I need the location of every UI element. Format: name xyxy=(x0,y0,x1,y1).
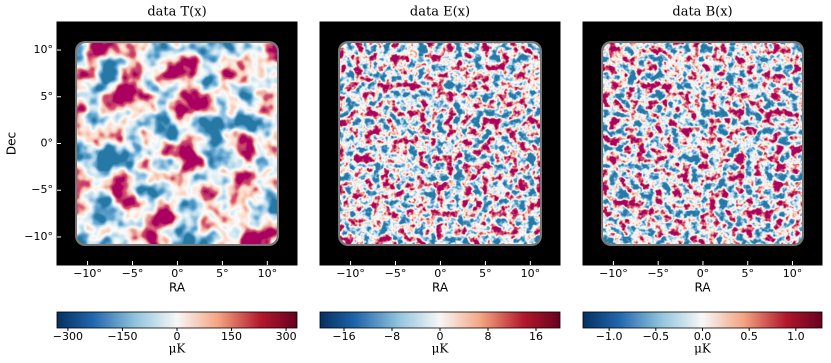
panel: data T(x) −10° −5° 0° 5° 10° RA −10° −5° 0° 5° 10° D… xyxy=(5,5,298,356)
y-tick-label: 10° xyxy=(34,43,54,56)
x-axis-label: RA xyxy=(694,281,711,295)
chart-title: data T(x) xyxy=(147,5,206,20)
x-tick-label: 0° xyxy=(697,267,710,280)
y-tick-label: −10° xyxy=(24,230,53,243)
x-tick-label: −5° xyxy=(385,267,407,280)
x-tick-label: 0° xyxy=(171,267,184,280)
colorbar-tick-label: −0.5 xyxy=(642,330,669,343)
x-tick-label: −10° xyxy=(73,267,102,280)
x-tick-label: −10° xyxy=(336,267,365,280)
colorbar-tick-label: −1.0 xyxy=(596,330,623,343)
y-axis-label: Dec xyxy=(5,132,19,155)
colorbar-tick-label: −16 xyxy=(332,330,355,343)
colorbar-label: μK xyxy=(432,342,450,356)
colorbar-tick-label: 0 xyxy=(174,330,181,343)
colorbar-tick-label: −150 xyxy=(107,330,137,343)
y-tick-label: 0° xyxy=(41,137,54,150)
x-tick-label: 5° xyxy=(741,267,754,280)
x-tick-label: 5° xyxy=(479,267,492,280)
colorbar-tick-label: 1.0 xyxy=(787,330,805,343)
colorbar-tick-label: −300 xyxy=(53,330,83,343)
map-image xyxy=(77,43,277,244)
colorbar-tick-label: 16 xyxy=(529,330,543,343)
colorbar-tick-label: 0.0 xyxy=(694,330,712,343)
panel: data E(x) −10° −5° 0° 5° 10° RA −16 −8 0 8 16 μK xyxy=(319,5,561,356)
x-axis-label: RA xyxy=(432,281,449,295)
panel: data B(x) −10° −5° 0° 5° 10° RA −1.0 −0.5 0.0 0.5 1… xyxy=(582,5,823,356)
x-tick-label: −10° xyxy=(599,267,628,280)
map-image xyxy=(340,43,540,244)
colorbar-tick-label: 0.5 xyxy=(740,330,758,343)
map-image xyxy=(603,43,802,244)
colorbar-tick-label: −8 xyxy=(384,330,400,343)
x-tick-label: 5° xyxy=(216,267,229,280)
y-tick-label: −5° xyxy=(31,183,53,196)
colorbar-tick-label: 0 xyxy=(437,330,444,343)
colorbar-tick-label: 300 xyxy=(276,330,297,343)
x-tick-label: 10° xyxy=(258,267,278,280)
colorbar-tick-label: 8 xyxy=(485,330,492,343)
colorbar xyxy=(56,311,298,329)
x-tick-label: 10° xyxy=(783,267,803,280)
colorbar-label: μK xyxy=(169,342,187,356)
y-tick-label: 5° xyxy=(41,90,54,103)
colorbar-tick-label: 150 xyxy=(221,330,242,343)
x-tick-label: 10° xyxy=(521,267,541,280)
x-tick-label: −5° xyxy=(122,267,144,280)
colorbar-label: μK xyxy=(694,342,712,356)
colorbar xyxy=(319,311,561,329)
x-axis-label: RA xyxy=(169,281,186,295)
chart-title: data B(x) xyxy=(672,5,732,20)
chart-title: data E(x) xyxy=(410,5,470,20)
x-tick-label: −5° xyxy=(647,267,669,280)
x-tick-label: 0° xyxy=(434,267,447,280)
colorbar xyxy=(582,311,823,329)
